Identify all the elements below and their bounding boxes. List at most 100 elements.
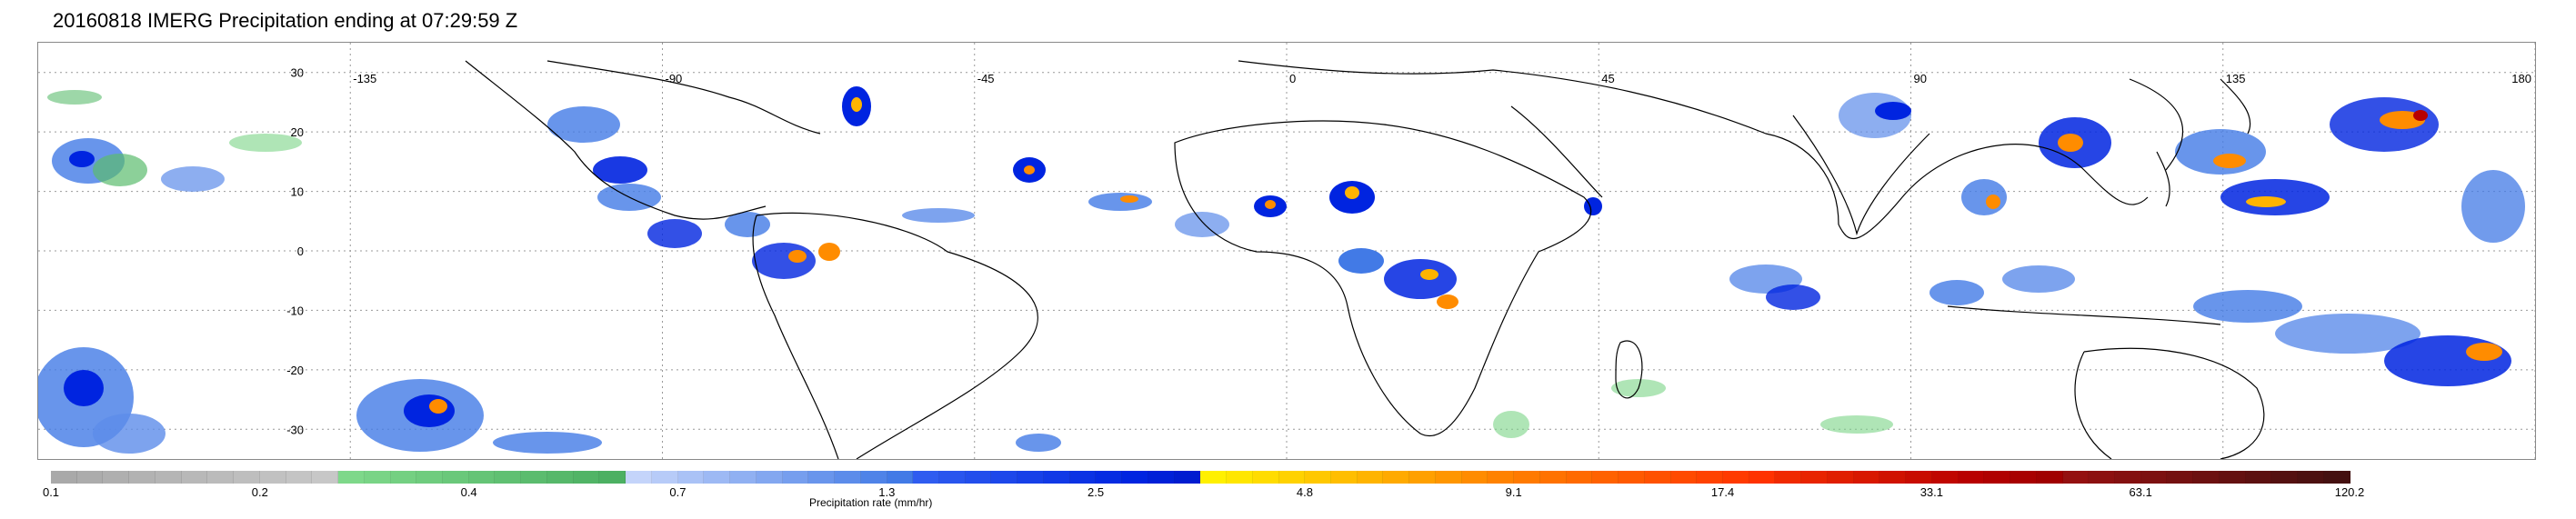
colorbar-swatch [312,471,339,484]
colorbar-swatch [1539,471,1567,484]
colorbar-swatch [704,471,731,484]
colorbar-swatch [1435,471,1462,484]
colorbar-swatch [2298,471,2324,484]
colorbar-swatch [76,471,104,484]
colorbar-swatch [1827,471,1854,484]
colorbar-tick-label: 9.1 [1505,485,1522,499]
colorbar-swatch [626,471,652,484]
colorbar-swatch [1644,471,1671,484]
colorbar-swatch [181,471,208,484]
colorbar-swatch [1906,471,1932,484]
colorbar-swatch [1723,471,1749,484]
colorbar-swatch [651,471,678,484]
precipitation-map: -135 -90 -45 0 45 90 135 180 30 20 10 0 -10 -20 -30 [37,42,2536,460]
map-title: 20160818 IMERG Precipitation ending at 0… [53,9,518,32]
colorbar-swatch [1227,471,1253,484]
colorbar-swatch [2140,471,2168,484]
colorbar-swatch [2193,471,2220,484]
colorbar-swatch [1017,471,1044,484]
colorbar-tick-label: 120.2 [2334,485,2365,499]
colorbar-swatch [1252,471,1279,484]
longitude-label: 180 [2511,72,2531,85]
colorbar-swatch [1043,471,1070,484]
colorbar-swatch [677,471,705,484]
colorbar-tick-label: 0.1 [42,485,60,499]
colorbar-swatch [887,471,914,484]
colorbar-swatch [1148,471,1175,484]
latitude-label: 30 [291,66,304,80]
colorbar-swatch [1592,471,1619,484]
colorbar-swatch [234,471,260,484]
longitude-label: 45 [1601,72,1614,85]
colorbar-tick-label: 4.8 [1296,485,1313,499]
colorbar-tick-label: 33.1 [1919,485,1944,499]
colorbar-tick-label: 0.2 [251,485,268,499]
colorbar-tick-label: 63.1 [2129,485,2152,499]
colorbar-swatch [1749,471,1776,484]
colorbar-swatch [1958,471,1985,484]
colorbar-swatch [1931,471,1959,484]
colorbar-swatch [443,471,469,484]
latitude-label: 0 [297,245,304,258]
longitude-label: -135 [353,72,376,85]
colorbar-swatch [1174,471,1201,484]
colorbar-swatch [730,471,757,484]
colorbar-swatch [155,471,182,484]
colorbar-tick-label: 0.7 [669,485,687,499]
colorbar-swatch [2245,471,2272,484]
colorbar-swatch [1122,471,1148,484]
colorbar-swatch [51,471,77,484]
colorbar-swatch [2323,471,2350,484]
colorbar-swatch [521,471,547,484]
colorbar-swatch [416,471,444,484]
longitude-label: 135 [2226,72,2246,85]
map-canvas: -135 -90 -45 0 45 90 135 180 30 20 10 0 -10 -20 -30 [38,43,2535,459]
colorbar-swatch [546,471,574,484]
precipitation-field [38,86,2525,454]
colorbar-swatch [1566,471,1593,484]
colorbar-swatch [2271,471,2299,484]
colorbar-swatch [1409,471,1436,484]
colorbar-swatch [1801,471,1828,484]
colorbar-swatch [2115,471,2141,484]
latitude-label: 10 [291,185,304,199]
colorbar-swatch [259,471,286,484]
colorbar-swatch [860,471,887,484]
colorbar-tick-label: 17.4 [1710,485,1735,499]
colorbar-swatch [1775,471,1802,484]
colorbar-tick-label: 0.4 [460,485,477,499]
latitude-label: -30 [286,423,304,436]
colorbar-swatch [1619,471,1645,484]
longitude-labels: -135 -90 -45 0 45 90 135 180 [353,72,2531,85]
latitude-label: -10 [286,304,304,317]
colorbar-swatch [1488,471,1515,484]
colorbar-swatch [1200,471,1228,484]
colorbar-swatch [1853,471,1880,484]
colorbar-swatch [1278,471,1306,484]
colorbar-swatch [2089,471,2116,484]
colorbar-swatch [103,471,130,484]
latitude-label: 20 [291,125,304,139]
colorbar-swatch [1096,471,1123,484]
colorbar-swatch [468,471,496,484]
colorbar-swatch [1670,471,1698,484]
colorbar-ticks: 0.1 0.2 0.4 0.7 1.3 2.5 4.8 9.1 17.4 33.1 63.1 120.… [0,485,2576,504]
longitude-label: -45 [977,72,995,85]
colorbar-swatch [1357,471,1384,484]
colorbar-swatch [1514,471,1540,484]
colorbar-swatch [1069,471,1097,484]
colorbar-swatch [2036,471,2063,484]
colorbar-swatch [573,471,600,484]
longitude-label: -90 [666,72,683,85]
colorbar-swatch [364,471,391,484]
colorbar-swatch [286,471,313,484]
colorbar-swatch [2062,471,2090,484]
colorbar-swatch [1879,471,1907,484]
colorbar-swatch [207,471,235,484]
colorbar-swatch [1330,471,1358,484]
longitude-label: 90 [1914,72,1927,85]
colorbar-swatch [938,471,966,484]
colorbar-swatch [1305,471,1331,484]
colorbar-swatch [913,471,939,484]
latitude-labels: 30 20 10 0 -10 -20 -30 [286,66,304,437]
